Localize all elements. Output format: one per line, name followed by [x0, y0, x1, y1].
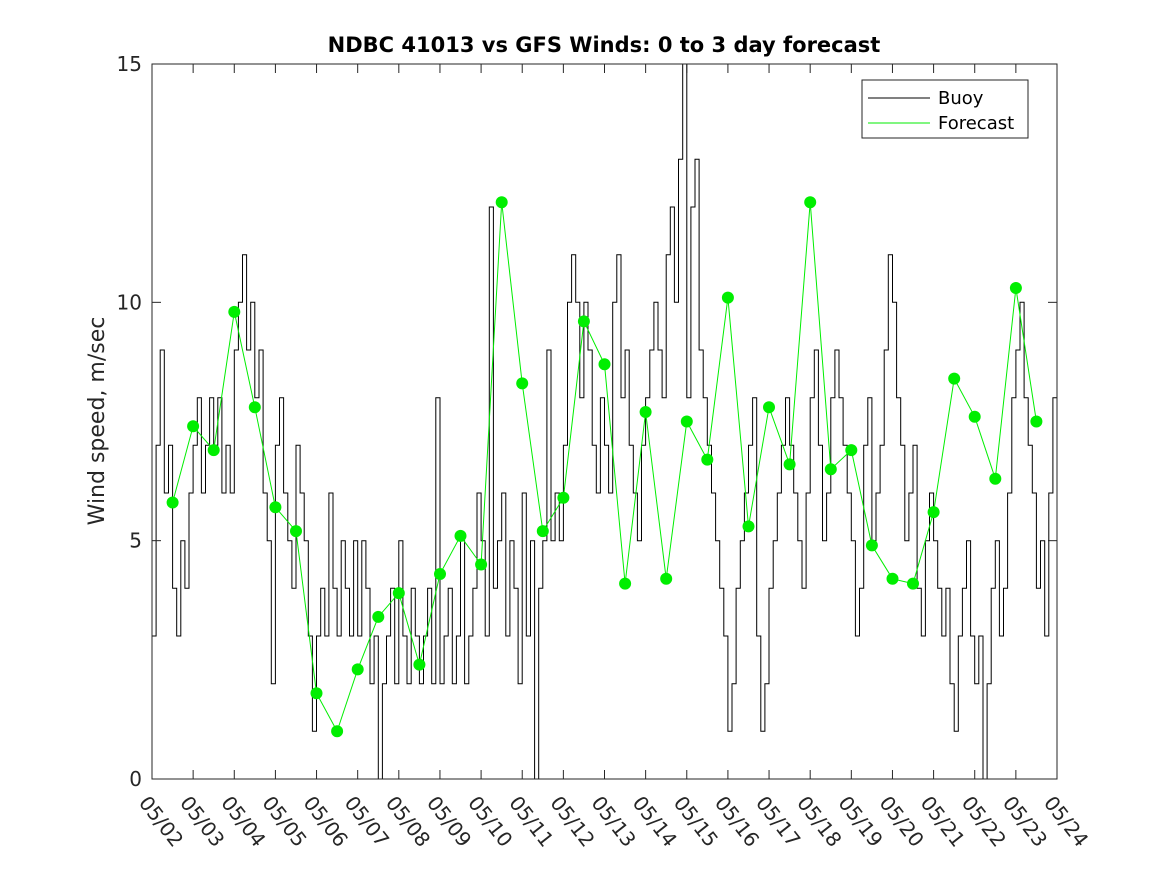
forecast-point — [454, 529, 467, 542]
forecast-point — [680, 415, 693, 428]
forecast-point — [598, 358, 611, 371]
chart-title: NDBC 41013 vs GFS Winds: 0 to 3 day fore… — [328, 33, 881, 57]
forecast-point — [187, 420, 200, 433]
buoy-series-line — [152, 63, 1058, 780]
forecast-point — [351, 663, 364, 676]
forecast-point — [166, 496, 179, 509]
plot-area — [152, 63, 1058, 780]
forecast-point — [536, 525, 549, 538]
forecast-point — [804, 196, 817, 209]
forecast-point — [927, 506, 940, 519]
y-tick-label: 5 — [129, 529, 142, 553]
y-tick-label: 15 — [117, 52, 142, 76]
forecast-point — [619, 577, 632, 590]
forecast-point — [907, 577, 919, 590]
forecast-point — [290, 525, 302, 538]
forecast-point — [331, 725, 344, 738]
forecast-point — [783, 458, 796, 471]
forecast-point — [475, 558, 488, 571]
forecast-point — [824, 463, 837, 476]
forecast-point — [392, 587, 405, 600]
forecast-point — [845, 444, 858, 457]
forecast-point — [413, 658, 426, 671]
forecast-point — [1030, 415, 1043, 428]
legend: Buoy Forecast — [861, 79, 1029, 139]
forecast-point — [434, 568, 446, 580]
y-tick-label: 10 — [117, 290, 142, 314]
forecast-point — [248, 401, 261, 414]
forecast-point — [721, 291, 734, 304]
forecast-point — [701, 453, 714, 466]
y-tick-label: 0 — [129, 767, 142, 791]
forecast-point — [372, 610, 385, 623]
y-axis-label: Wind speed, m/sec — [85, 317, 110, 526]
forecast-point — [763, 401, 775, 414]
forecast-point — [269, 501, 282, 514]
forecast-point — [1009, 282, 1022, 294]
forecast-point — [228, 305, 241, 318]
forecast-point — [577, 315, 590, 328]
forecast-point — [948, 372, 961, 385]
forecast-point — [968, 410, 981, 423]
forecast-point — [865, 539, 878, 552]
legend-forecast-label: Forecast — [938, 113, 1014, 134]
forecast-point — [989, 472, 1002, 485]
forecast-point — [495, 196, 508, 209]
forecast-point — [742, 520, 755, 533]
legend-box — [861, 79, 1029, 139]
forecast-point — [557, 491, 570, 504]
forecast-point — [660, 572, 673, 585]
forecast-point — [207, 444, 220, 457]
legend-buoy-label: Buoy — [938, 88, 984, 109]
forecast-point — [639, 406, 652, 418]
forecast-point — [516, 377, 529, 390]
forecast-point — [310, 687, 323, 700]
forecast-point — [886, 572, 899, 585]
